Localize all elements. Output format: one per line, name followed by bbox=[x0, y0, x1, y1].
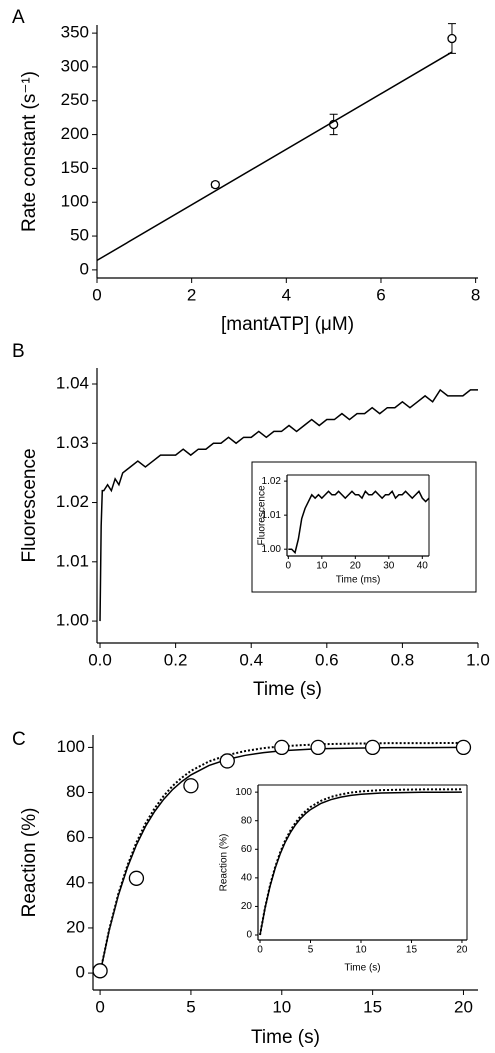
y-tick-label: 20 bbox=[66, 917, 85, 936]
inset-frame bbox=[251, 461, 477, 593]
y-tick-label: 1.02 bbox=[262, 476, 282, 487]
x-tick-label: 0.8 bbox=[391, 650, 415, 669]
data-point bbox=[183, 778, 199, 794]
x-tick-label: 8 bbox=[471, 285, 480, 304]
data-point bbox=[128, 870, 145, 886]
data-point bbox=[447, 33, 457, 44]
line-series bbox=[96, 51, 453, 262]
x-tick-label: 0.6 bbox=[315, 650, 339, 669]
data-point bbox=[210, 179, 220, 190]
x-tick-label: 10 bbox=[316, 561, 328, 572]
x-tick-label: 15 bbox=[363, 997, 382, 1016]
y-tick-label: 1.03 bbox=[56, 433, 89, 452]
y-tick-label: 150 bbox=[61, 158, 89, 177]
x-tick-label: 10 bbox=[272, 997, 291, 1016]
y-tick-label: 1.01 bbox=[56, 551, 89, 570]
y-tick-label: 100 bbox=[235, 787, 252, 798]
y-tick-label: 40 bbox=[66, 872, 85, 891]
line-series bbox=[99, 746, 464, 974]
y-tick-label: 0 bbox=[246, 930, 252, 941]
y-tick-label: 60 bbox=[66, 827, 85, 846]
y-tick-label: 100 bbox=[57, 737, 85, 756]
data-point bbox=[92, 963, 108, 979]
panel-label: B bbox=[12, 341, 25, 362]
x-tick-label: 6 bbox=[376, 285, 385, 304]
x-tick-label: 0.4 bbox=[239, 650, 263, 669]
line-series bbox=[259, 791, 462, 936]
y-tick-label: 0 bbox=[76, 963, 85, 982]
y-tick-label: 0 bbox=[80, 259, 89, 278]
x-tick-label: 0 bbox=[95, 997, 104, 1016]
y-axis-label: Reaction (%) bbox=[19, 808, 40, 918]
y-tick-label: 20 bbox=[241, 901, 253, 912]
x-tick-label: 0 bbox=[286, 561, 292, 572]
y-tick-label: 1.01 bbox=[262, 510, 282, 521]
y-tick-label: 40 bbox=[241, 872, 253, 883]
x-tick-label: 0 bbox=[92, 285, 101, 304]
y-tick-label: 300 bbox=[61, 56, 89, 75]
y-tick-label: 1.04 bbox=[56, 373, 89, 392]
x-tick-label: 0 bbox=[257, 945, 263, 956]
x-tick-label: 0.2 bbox=[164, 650, 188, 669]
y-axis-label: Rate constant (s⁻¹) bbox=[19, 71, 40, 232]
y-tick-label: 200 bbox=[61, 124, 89, 143]
x-tick-label: 5 bbox=[308, 945, 314, 956]
x-tick-label: 0.0 bbox=[88, 650, 112, 669]
data-point bbox=[455, 739, 472, 756]
x-tick-label: 2 bbox=[187, 285, 196, 304]
x-tick-label: 1.0 bbox=[466, 650, 490, 669]
y-tick-label: 1.00 bbox=[56, 611, 89, 630]
data-point bbox=[274, 739, 290, 756]
y-axis-label: Reaction (%) bbox=[219, 834, 230, 892]
x-tick-label: 10 bbox=[355, 945, 367, 956]
line-series bbox=[288, 490, 430, 555]
y-tick-label: 1.00 bbox=[262, 544, 282, 555]
y-tick-label: 60 bbox=[241, 844, 253, 855]
x-tick-label: 15 bbox=[406, 945, 418, 956]
x-axis-label: Time (ms) bbox=[336, 575, 381, 586]
y-axis-label: Fluorescence bbox=[257, 485, 268, 545]
data-point bbox=[364, 739, 381, 756]
x-tick-label: 4 bbox=[282, 285, 291, 304]
dotted-curve bbox=[99, 741, 464, 974]
data-point bbox=[310, 739, 326, 756]
x-tick-label: 30 bbox=[383, 561, 395, 572]
x-axis-label: Time (s) bbox=[253, 679, 322, 700]
data-point bbox=[219, 753, 235, 769]
x-tick-label: 5 bbox=[186, 997, 195, 1016]
x-axis-label: Time (s) bbox=[344, 963, 380, 974]
x-tick-label: 20 bbox=[456, 945, 468, 956]
panel-label: A bbox=[12, 7, 25, 28]
y-tick-label: 80 bbox=[66, 782, 85, 801]
y-tick-label: 100 bbox=[61, 192, 89, 211]
x-tick-label: 20 bbox=[454, 997, 473, 1016]
dotted-curve bbox=[259, 788, 462, 936]
y-tick-label: 350 bbox=[61, 23, 89, 42]
x-tick-label: 20 bbox=[350, 561, 362, 572]
y-axis-label: Fluorescence bbox=[19, 448, 40, 562]
x-axis-label: Time (s) bbox=[251, 1027, 320, 1048]
y-tick-label: 1.02 bbox=[56, 492, 89, 511]
panel-label: C bbox=[12, 729, 26, 750]
x-tick-label: 40 bbox=[417, 561, 429, 572]
y-tick-label: 80 bbox=[241, 815, 253, 826]
y-tick-label: 250 bbox=[61, 90, 89, 109]
y-tick-label: 50 bbox=[70, 226, 89, 245]
line-series bbox=[99, 388, 478, 622]
x-axis-label: [mantATP] (μM) bbox=[221, 314, 354, 335]
